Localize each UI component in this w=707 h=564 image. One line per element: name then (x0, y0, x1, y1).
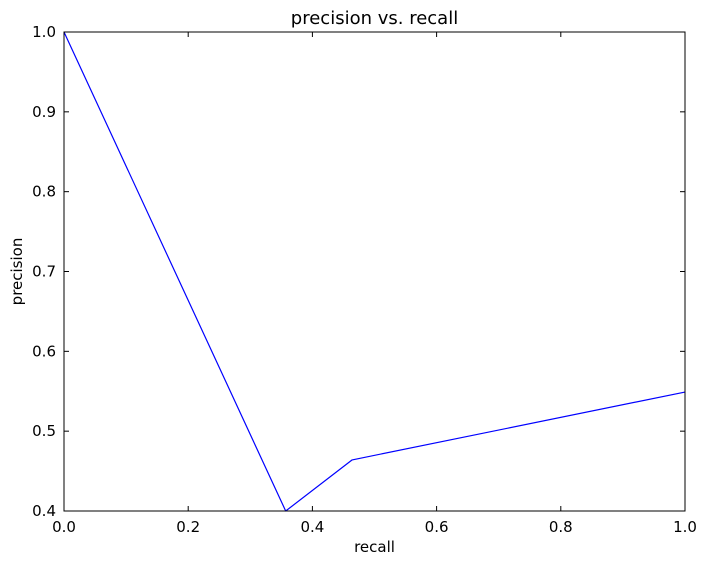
y-tick-label: 0.8 (32, 183, 56, 201)
y-tick-label: 0.7 (32, 263, 56, 281)
x-tick-label: 0.6 (425, 518, 449, 536)
x-axis-label: recall (354, 538, 395, 556)
x-tick-label: 1.0 (673, 518, 697, 536)
series-line (63, 31, 686, 512)
x-tick-label: 0.8 (549, 518, 573, 536)
plot-frame (63, 31, 686, 512)
series-layer (63, 31, 686, 512)
x-tick-label: 0.0 (52, 518, 76, 536)
x-tick-label: 0.2 (176, 518, 200, 536)
y-tick-label: 0.6 (32, 342, 56, 360)
y-tick-label: 0.9 (32, 103, 56, 121)
x-tick-label: 0.4 (300, 518, 324, 536)
chart-title: precision vs. recall (291, 8, 458, 29)
y-tick-label: 0.5 (32, 422, 56, 440)
ticks-layer: 0.0 0.2 0.4 0.6 0.8 1.0 0.4 0.5 0.6 0.7 0.8 0.9 1.0 (32, 23, 697, 536)
plot-area (64, 32, 685, 511)
y-tick-label: 1.0 (32, 23, 56, 41)
y-tick-label: 0.4 (32, 502, 56, 520)
y-axis-label: precision (8, 238, 26, 306)
